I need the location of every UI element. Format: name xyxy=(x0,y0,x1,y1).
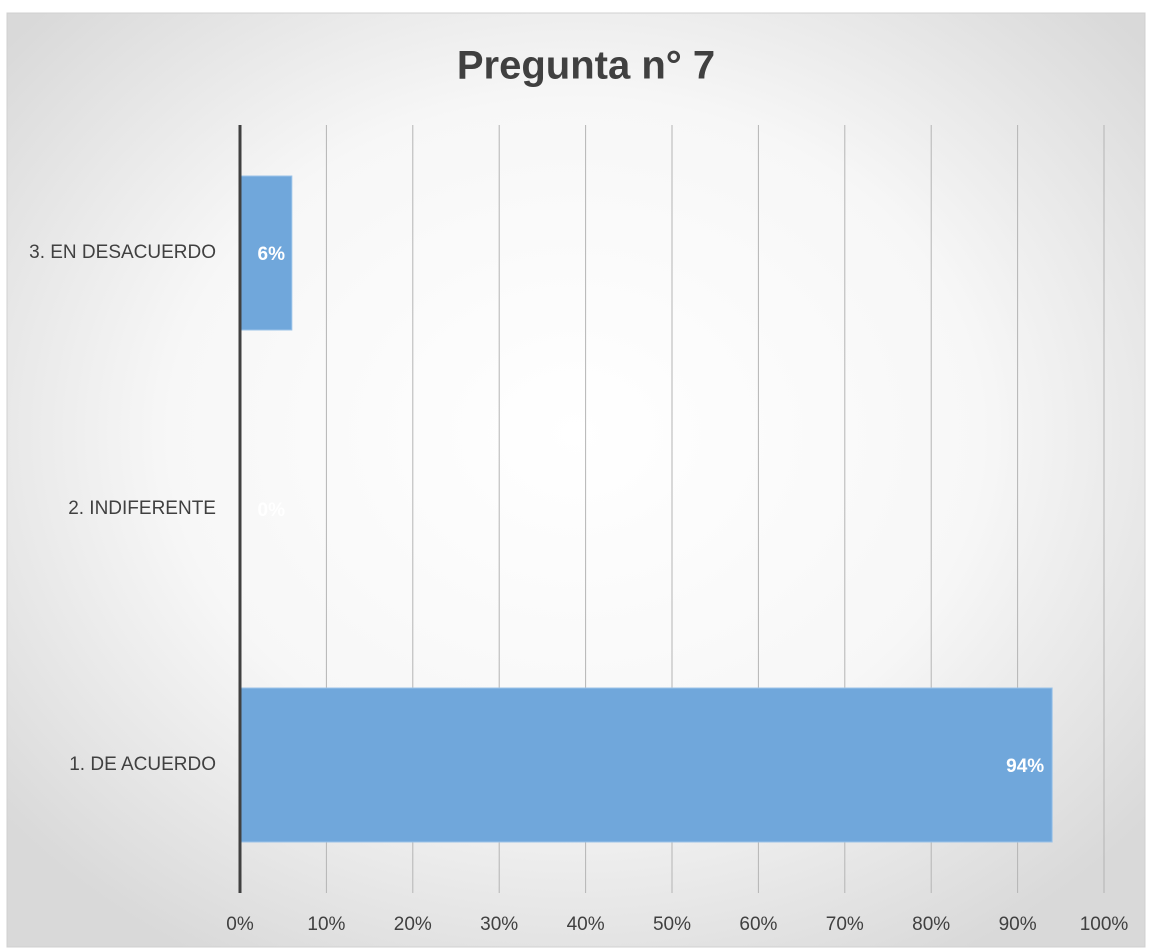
x-tick-label: 10% xyxy=(307,914,345,935)
x-tick-label: 90% xyxy=(999,914,1037,935)
x-tick-label: 20% xyxy=(394,914,432,935)
y-tick-label: 1. DE ACUERDO xyxy=(69,754,216,775)
x-tick-label: 40% xyxy=(567,914,605,935)
y-tick-label: 3. EN DESACUERDO xyxy=(29,242,216,263)
x-tick-label: 30% xyxy=(480,914,518,935)
x-tick-label: 70% xyxy=(826,914,864,935)
data-label: 94% xyxy=(1006,756,1044,777)
y-tick-label: 2. INDIFERENTE xyxy=(68,498,216,519)
x-tick-label: 0% xyxy=(226,914,254,935)
chart-title: Pregunta n° 7 xyxy=(457,44,715,88)
x-tick-label: 80% xyxy=(912,914,950,935)
data-label: 6% xyxy=(258,244,286,265)
data-label: 0% xyxy=(258,500,286,521)
bar xyxy=(239,687,1053,843)
x-tick-label: 100% xyxy=(1080,914,1129,935)
x-tick-label: 50% xyxy=(653,914,691,935)
bar xyxy=(239,175,293,331)
x-tick-label: 60% xyxy=(739,914,777,935)
